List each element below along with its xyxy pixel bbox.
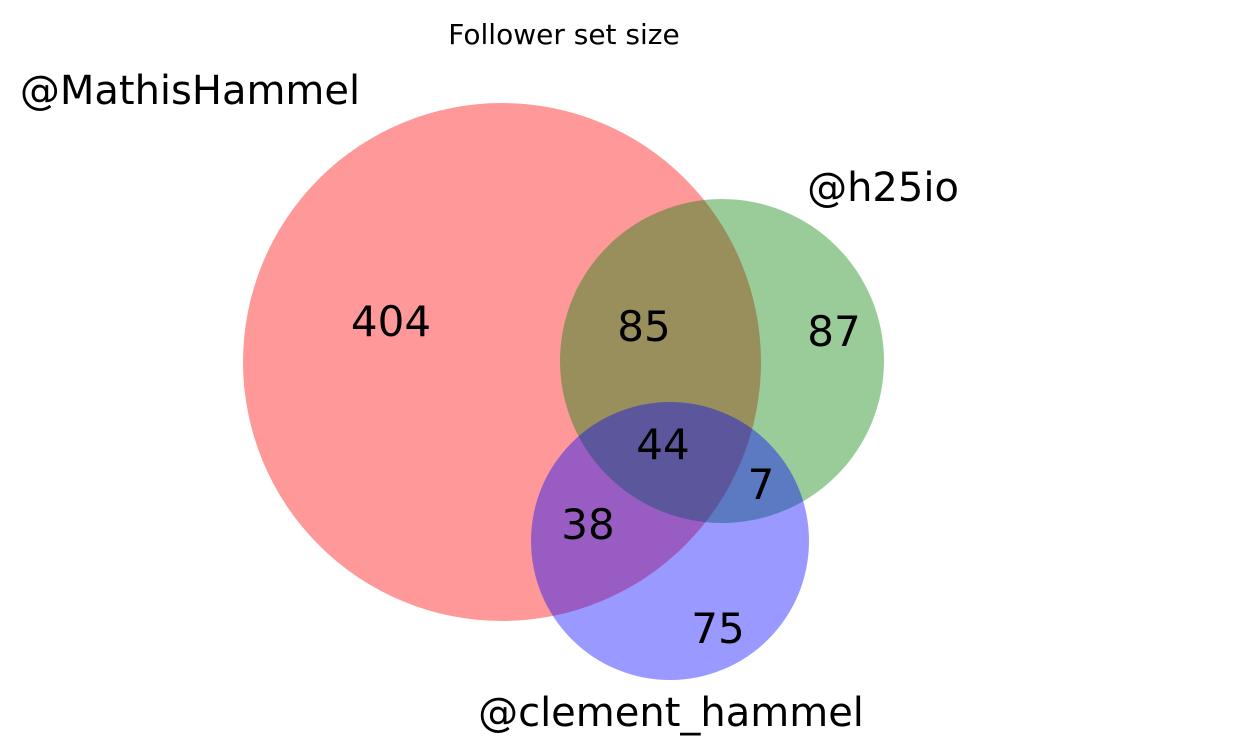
set-label-clement-hammel: @clement_hammel <box>478 690 864 736</box>
region-count-mathishammel-clement-hammel: 38 <box>561 500 614 549</box>
set-circle-clement-hammel <box>531 402 809 680</box>
region-count-mathishammel-only: 404 <box>351 297 431 346</box>
region-count-clement-hammel-only: 75 <box>691 604 744 653</box>
set-label-h25io: @h25io <box>807 165 959 211</box>
diagram-title: Follower set size <box>448 18 679 51</box>
region-count-all-three: 44 <box>636 420 689 469</box>
set-circle-mathishammel <box>243 103 761 621</box>
set-circle-h25io <box>560 199 884 523</box>
region-count-mathishammel-h25io: 85 <box>617 302 670 351</box>
set-label-mathishammel: @MathisHammel <box>20 68 360 114</box>
region-count-h25io-only: 87 <box>807 307 860 356</box>
region-count-h25io-clement-hammel: 7 <box>748 460 775 509</box>
